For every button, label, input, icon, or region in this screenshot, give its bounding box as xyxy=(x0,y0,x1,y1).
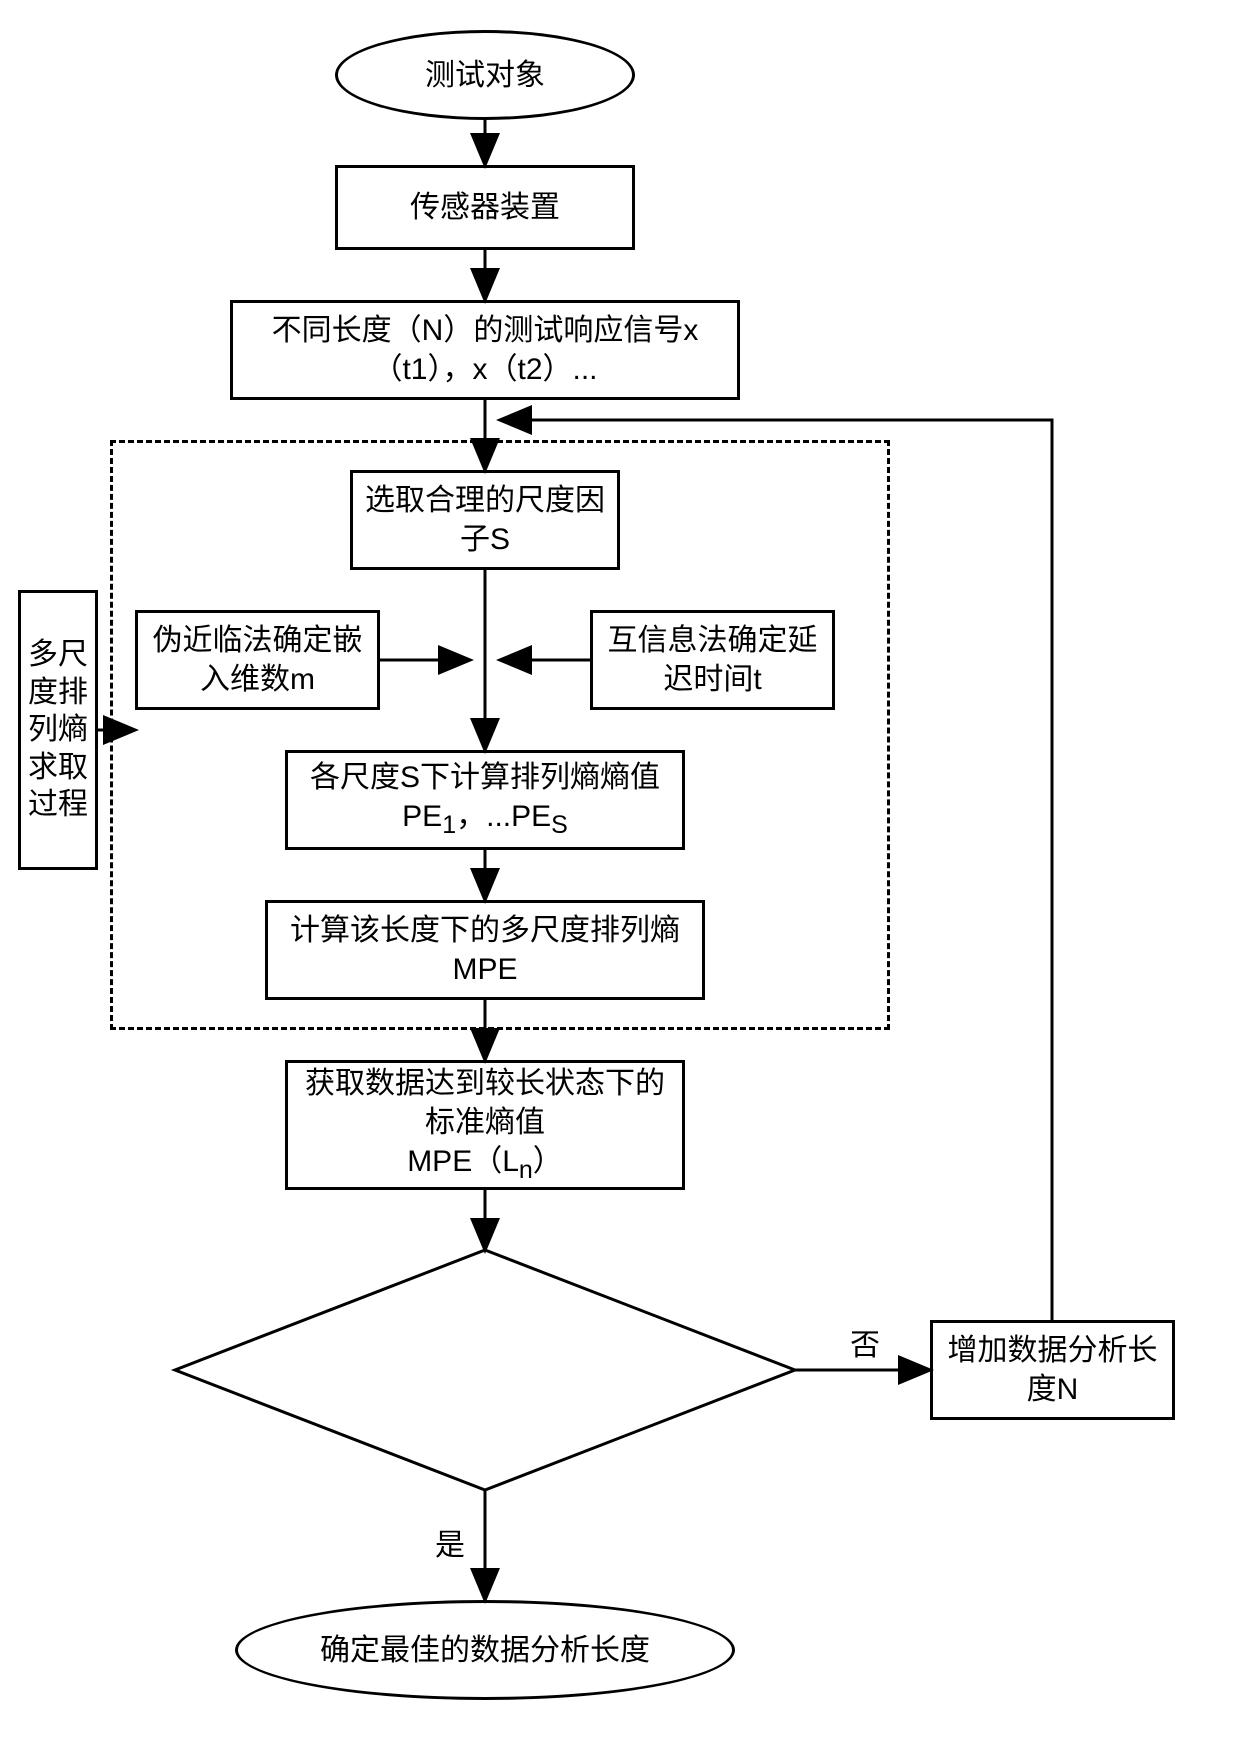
node-increase-n-text: 增加数据分析长度N xyxy=(943,1331,1162,1409)
side-label-mpe-process: 多尺度排列熵求取过程 xyxy=(18,590,98,870)
node-mpe-calc-text: 计算该长度下的多尺度排列熵MPE xyxy=(283,911,687,989)
side-label-text: 多尺度排列熵求取过程 xyxy=(25,636,91,824)
node-signal-text: 不同长度（N）的测试响应信号x（t1），x（t2）... xyxy=(253,311,717,389)
node-scale-s-text: 选取合理的尺度因子S xyxy=(363,481,607,559)
node-signal: 不同长度（N）的测试响应信号x（t1），x（t2）... xyxy=(230,300,740,400)
node-increase-n: 增加数据分析长度N xyxy=(930,1320,1175,1420)
node-end: 确定最佳的数据分析长度 xyxy=(235,1600,735,1700)
node-embed-m: 伪近临法确定嵌入维数m xyxy=(135,610,380,710)
node-end-text: 确定最佳的数据分析长度 xyxy=(320,1631,650,1670)
node-sensor-text: 传感器装置 xyxy=(410,188,560,227)
node-std-mpe: 获取数据达到较长状态下的标准熵值MPE（Ln） xyxy=(285,1060,685,1190)
node-std-mpe-text: 获取数据达到较长状态下的标准熵值MPE（Ln） xyxy=(303,1064,667,1187)
node-embed-m-text: 伪近临法确定嵌入维数m xyxy=(148,621,367,699)
node-pe-calc-text: 各尺度S下计算排列熵熵值PE1，...PES xyxy=(303,758,667,842)
node-scale-s: 选取合理的尺度因子S xyxy=(350,470,620,570)
node-delay-t-text: 互信息法确定延迟时间t xyxy=(603,621,822,699)
node-sensor: 传感器装置 xyxy=(335,165,635,250)
edge-label-yes: 是 xyxy=(435,1520,465,1564)
edge-label-no: 否 xyxy=(850,1320,880,1364)
node-pe-calc: 各尺度S下计算排列熵熵值PE1，...PES xyxy=(285,750,685,850)
node-start-text: 测试对象 xyxy=(425,56,545,95)
node-decision-text: 确定MPE（Li）是否达到精度要求 xyxy=(285,1340,685,1433)
node-mpe-calc: 计算该长度下的多尺度排列熵MPE xyxy=(265,900,705,1000)
node-delay-t: 互信息法确定延迟时间t xyxy=(590,610,835,710)
node-start: 测试对象 xyxy=(335,30,635,120)
